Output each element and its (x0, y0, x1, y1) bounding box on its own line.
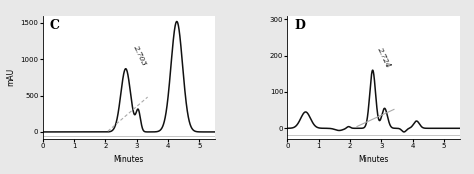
X-axis label: Minutes: Minutes (358, 155, 389, 164)
Text: 2.724: 2.724 (375, 45, 392, 68)
Text: 2.703: 2.703 (131, 43, 147, 66)
Text: C: C (50, 19, 60, 32)
X-axis label: Minutes: Minutes (114, 155, 144, 164)
Y-axis label: mAU: mAU (6, 68, 15, 86)
Text: D: D (294, 19, 305, 32)
